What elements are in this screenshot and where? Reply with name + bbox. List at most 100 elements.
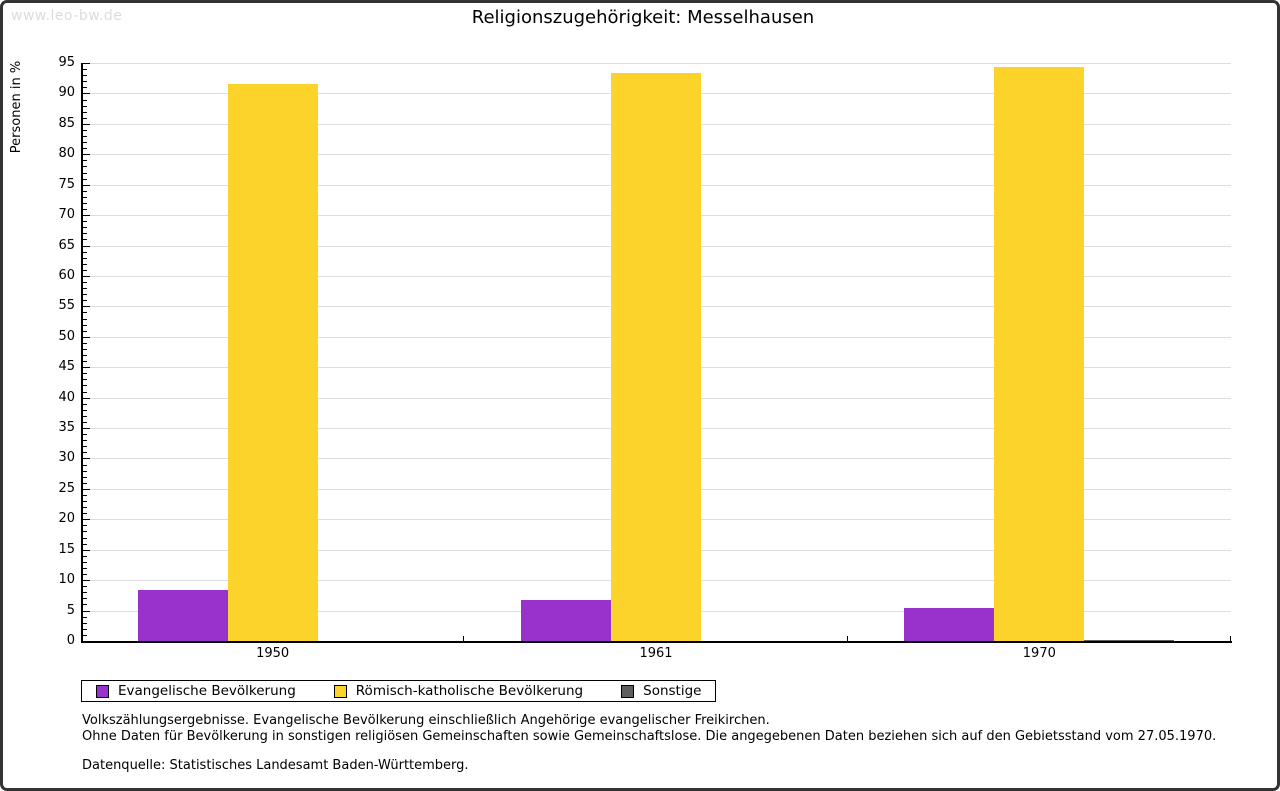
y-major-tick	[83, 245, 90, 247]
y-major-tick	[83, 93, 90, 95]
bar-1961-katholisch	[611, 73, 701, 641]
y-minor-tick	[83, 415, 87, 417]
y-major-tick	[83, 610, 90, 612]
legend-item-katholische: Römisch-katholische Bevölkerung	[333, 683, 584, 699]
y-major-tick	[83, 154, 90, 156]
y-major-tick	[83, 458, 90, 460]
y-minor-tick	[83, 391, 87, 393]
y-minor-tick	[83, 409, 87, 411]
data-source: Datenquelle: Statistisches Landesamt Bad…	[82, 758, 469, 773]
y-minor-tick	[83, 282, 87, 284]
y-major-tick	[83, 184, 90, 186]
y-tick-label: 85	[58, 115, 75, 131]
legend-swatch-katholische	[333, 684, 347, 698]
y-minor-tick	[83, 233, 87, 235]
y-minor-tick	[83, 227, 87, 229]
y-minor-tick	[83, 494, 87, 496]
y-minor-tick	[83, 172, 87, 174]
footnote-line: Volkszählungsergebnisse. Evangelische Be…	[82, 713, 770, 728]
y-minor-tick	[83, 361, 87, 363]
x-category-label: 1950	[256, 646, 290, 661]
y-major-tick	[83, 397, 90, 399]
legend-swatch-sonstige	[621, 684, 635, 698]
y-minor-tick	[83, 142, 87, 144]
x-boundary-tick	[1230, 636, 1231, 641]
y-tick-label: 95	[58, 55, 75, 70]
y-minor-tick	[83, 379, 87, 381]
y-minor-tick	[83, 111, 87, 113]
y-minor-tick	[83, 251, 87, 253]
y-minor-tick	[83, 288, 87, 290]
y-minor-tick	[83, 202, 87, 204]
y-tick-label: 30	[58, 450, 75, 466]
y-minor-tick	[83, 531, 87, 533]
y-tick-label: 50	[58, 328, 75, 344]
bar-1970-katholisch	[994, 67, 1085, 641]
y-minor-tick	[83, 385, 87, 387]
y-minor-tick	[83, 537, 87, 539]
chart-title: Religionszugehörigkeit: Messelhausen	[471, 7, 815, 28]
y-minor-tick	[83, 567, 87, 569]
y-minor-tick	[83, 446, 87, 448]
y-major-tick	[83, 519, 90, 521]
y-tick-label: 0	[66, 633, 75, 648]
y-tick-label: 40	[58, 389, 75, 405]
y-minor-tick	[83, 209, 87, 211]
y-minor-tick	[83, 136, 87, 137]
y-minor-tick	[83, 196, 87, 198]
y-minor-tick	[83, 616, 87, 618]
legend-label: Römisch-katholische Bevölkerung	[355, 683, 584, 699]
y-tick-label: 35	[58, 420, 75, 436]
y-minor-tick	[83, 105, 87, 107]
x-category-label: 1961	[639, 646, 673, 661]
y-minor-tick	[83, 324, 87, 326]
y-minor-tick	[83, 342, 87, 344]
y-tick-label: 70	[58, 207, 75, 223]
bar-1970-sonstige	[1084, 639, 1175, 641]
y-minor-tick	[83, 166, 87, 168]
y-minor-tick	[83, 318, 87, 320]
y-major-tick	[83, 275, 90, 277]
footnote-line: Ohne Daten für Bevölkerung in sonstigen …	[82, 728, 1217, 744]
y-minor-tick	[83, 586, 87, 588]
footnotes: Volkszählungsergebnisse. Evangelische Be…	[82, 713, 1232, 744]
y-minor-tick	[83, 592, 87, 594]
watermark-logo: www.leo-bw.de	[11, 8, 123, 24]
y-minor-tick	[83, 403, 87, 405]
y-minor-tick	[83, 355, 87, 357]
y-minor-tick	[83, 634, 87, 636]
y-minor-tick	[83, 263, 87, 265]
y-major-tick	[83, 367, 90, 369]
y-minor-tick	[83, 330, 87, 332]
x-boundary-tick	[846, 636, 848, 641]
y-minor-tick	[83, 81, 87, 83]
y-minor-tick	[83, 257, 87, 259]
y-minor-tick	[83, 464, 87, 466]
legend-box: Evangelische Bevölkerung Römisch-katholi…	[81, 680, 717, 702]
y-major-tick	[83, 306, 90, 308]
y-minor-tick	[83, 434, 87, 436]
y-tick-label: 55	[58, 298, 75, 314]
y-tick-label: 5	[66, 602, 75, 618]
y-tick-label: 90	[58, 85, 75, 101]
y-minor-tick	[83, 300, 87, 302]
y-minor-tick	[83, 129, 87, 131]
x-axis-line	[81, 641, 1232, 643]
y-minor-tick	[83, 452, 87, 454]
y-minor-tick	[83, 75, 87, 77]
y-minor-tick	[83, 294, 87, 296]
y-tick-label: 15	[58, 541, 75, 557]
y-major-tick	[83, 336, 90, 338]
y-minor-tick	[83, 160, 87, 162]
y-minor-tick	[83, 312, 87, 314]
y-minor-tick	[83, 421, 87, 423]
y-minor-tick	[83, 561, 87, 563]
x-category-label: 1970	[1022, 646, 1056, 661]
y-minor-tick	[83, 525, 87, 527]
y-minor-tick	[83, 148, 87, 150]
y-minor-tick	[83, 507, 87, 509]
y-minor-tick	[83, 628, 87, 630]
y-major-tick	[83, 215, 90, 217]
y-minor-tick	[83, 501, 87, 503]
